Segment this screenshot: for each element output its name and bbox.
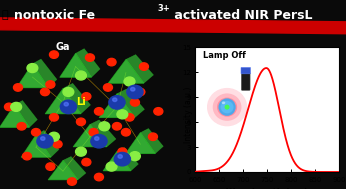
Circle shape	[11, 102, 21, 111]
FancyBboxPatch shape	[241, 67, 251, 74]
Circle shape	[94, 108, 103, 115]
Circle shape	[53, 140, 62, 148]
X-axis label: Wavelength (nm): Wavelength (nm)	[226, 188, 308, 189]
Circle shape	[124, 77, 135, 86]
Circle shape	[103, 84, 112, 91]
Circle shape	[40, 88, 49, 96]
Text: Intensity (a.u.): Intensity (a.u.)	[184, 86, 193, 143]
Polygon shape	[17, 64, 48, 88]
Circle shape	[113, 98, 117, 101]
Circle shape	[41, 137, 45, 140]
Circle shape	[127, 85, 143, 99]
Circle shape	[49, 114, 58, 121]
Polygon shape	[99, 94, 135, 118]
Text: Ga: Ga	[56, 42, 70, 52]
Circle shape	[118, 155, 122, 158]
Circle shape	[46, 163, 55, 170]
Polygon shape	[60, 53, 91, 77]
Circle shape	[91, 135, 107, 148]
Circle shape	[60, 100, 76, 114]
Circle shape	[130, 99, 139, 106]
Ellipse shape	[222, 101, 225, 104]
Circle shape	[89, 129, 98, 136]
Circle shape	[31, 129, 40, 136]
Circle shape	[109, 96, 125, 109]
Polygon shape	[108, 59, 144, 83]
Text: 👍: 👍	[2, 10, 8, 20]
Circle shape	[75, 71, 86, 80]
Circle shape	[13, 84, 22, 91]
Circle shape	[148, 133, 157, 140]
Circle shape	[139, 63, 148, 70]
Circle shape	[112, 122, 121, 130]
Text: activated NIR PersL: activated NIR PersL	[170, 9, 312, 22]
Circle shape	[99, 122, 110, 131]
Ellipse shape	[213, 93, 242, 121]
Polygon shape	[126, 55, 154, 83]
Circle shape	[114, 152, 130, 166]
FancyBboxPatch shape	[242, 73, 250, 90]
Ellipse shape	[218, 98, 236, 116]
Ellipse shape	[207, 88, 247, 126]
Circle shape	[118, 148, 127, 155]
Circle shape	[46, 81, 55, 88]
Circle shape	[125, 114, 134, 121]
Polygon shape	[36, 130, 59, 157]
Polygon shape	[33, 59, 57, 88]
Polygon shape	[45, 88, 81, 114]
Polygon shape	[48, 160, 78, 180]
Circle shape	[75, 147, 86, 156]
Text: 3+: 3+	[157, 4, 170, 13]
Circle shape	[131, 88, 135, 91]
Polygon shape	[103, 151, 131, 171]
Circle shape	[27, 64, 38, 73]
Polygon shape	[126, 133, 155, 154]
Circle shape	[85, 54, 94, 61]
Circle shape	[106, 162, 117, 171]
Circle shape	[64, 102, 69, 106]
Circle shape	[49, 51, 58, 58]
Polygon shape	[75, 49, 100, 77]
Circle shape	[22, 152, 31, 160]
Circle shape	[48, 132, 60, 141]
Text: Li: Li	[76, 97, 86, 107]
Text: nontoxic Fe: nontoxic Fe	[14, 9, 95, 22]
Ellipse shape	[225, 105, 230, 110]
Ellipse shape	[221, 101, 234, 113]
Text: Lamp Off: Lamp Off	[203, 51, 246, 60]
Circle shape	[4, 103, 13, 111]
Circle shape	[107, 58, 116, 66]
Ellipse shape	[217, 98, 237, 117]
Circle shape	[121, 129, 130, 136]
Polygon shape	[90, 120, 116, 147]
Circle shape	[117, 110, 128, 119]
Circle shape	[63, 88, 74, 96]
Polygon shape	[63, 156, 86, 180]
Polygon shape	[15, 101, 37, 127]
Circle shape	[82, 93, 91, 100]
Polygon shape	[21, 135, 51, 157]
Polygon shape	[0, 105, 29, 127]
Circle shape	[17, 122, 26, 130]
Circle shape	[129, 152, 140, 161]
Polygon shape	[63, 83, 91, 114]
Polygon shape	[73, 124, 107, 147]
Circle shape	[136, 88, 145, 96]
Circle shape	[154, 108, 163, 115]
Circle shape	[82, 158, 91, 166]
Circle shape	[94, 173, 103, 181]
Polygon shape	[117, 148, 138, 171]
Circle shape	[67, 178, 76, 185]
Circle shape	[76, 118, 85, 125]
Circle shape	[37, 135, 53, 148]
Circle shape	[95, 137, 99, 140]
Polygon shape	[140, 129, 163, 154]
Polygon shape	[117, 89, 145, 118]
